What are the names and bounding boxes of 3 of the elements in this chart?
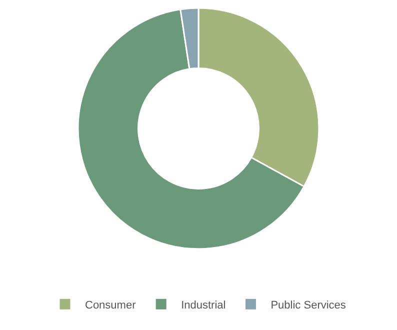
legend-label: Consumer bbox=[85, 299, 136, 312]
legend-label: Public Services bbox=[270, 299, 346, 312]
legend-label: Industrial bbox=[181, 299, 226, 312]
